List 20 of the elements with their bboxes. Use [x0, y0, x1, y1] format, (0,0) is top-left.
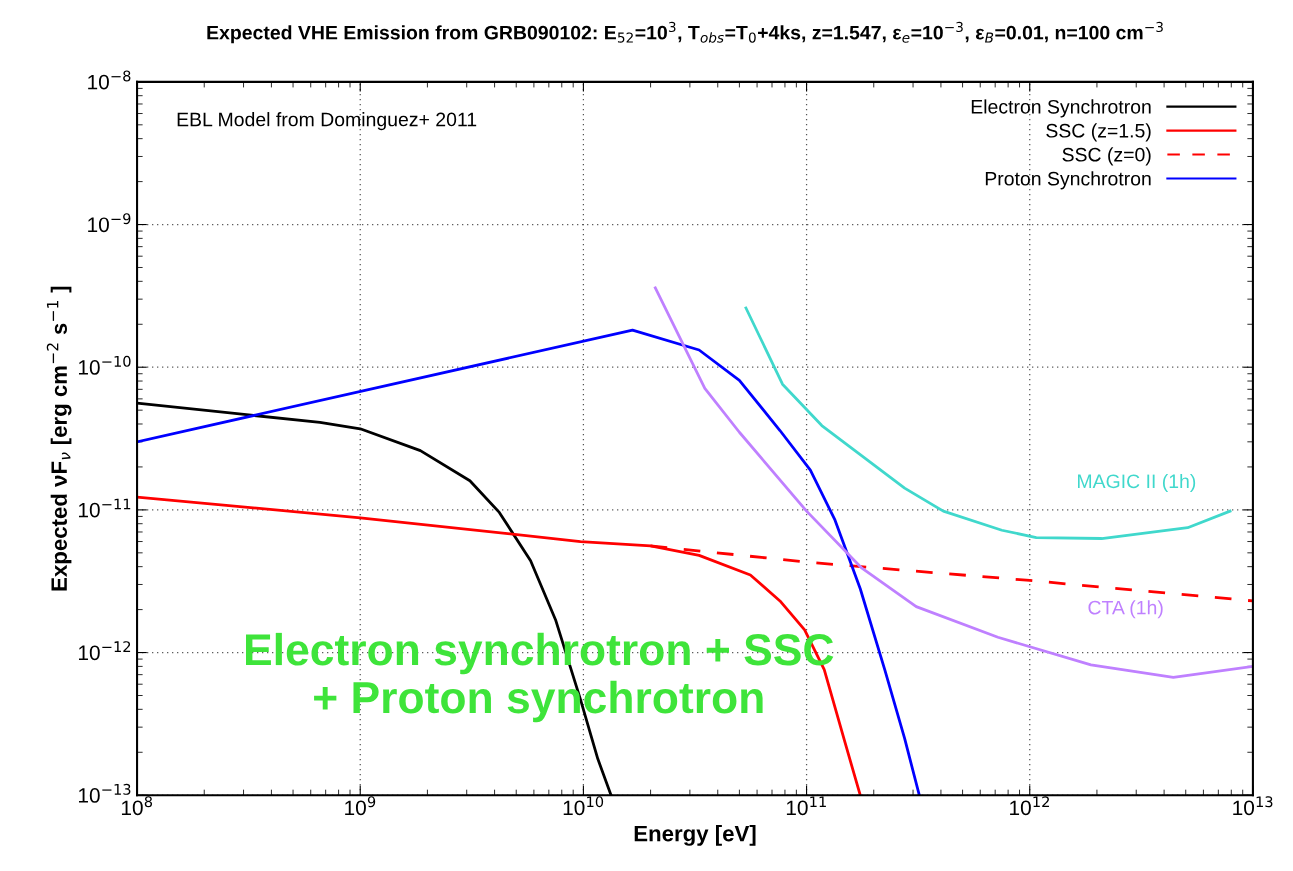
- x-tick-label: 10$^{13}$: [1233, 796, 1273, 816]
- annotation: EBL Model from Dominguez+ 2011: [177, 112, 477, 131]
- text: CTA (1h): [1088, 600, 1163, 619]
- x-tick-label: 10$^{10}$: [563, 796, 604, 816]
- legend-label: Electron Synchrotron: [971, 99, 1151, 118]
- legend-label: Proton Synchrotron: [985, 171, 1151, 190]
- x-axis-title: Energy [eV]: [634, 825, 756, 846]
- y-tick-label: 10$^{−8}$: [88, 70, 131, 90]
- y-tick-label: 10$^{−12}$: [78, 641, 131, 661]
- series-label: MAGIC II (1h): [1078, 473, 1196, 493]
- y-tick-label: 10$^{−9}$: [88, 213, 131, 233]
- legend-label: SSC (z=1.5): [1046, 123, 1151, 142]
- y-tick-label: 10$^{−10}$: [78, 355, 131, 375]
- x-tick-label: 10$^{12}$: [1010, 796, 1049, 816]
- chart-title: Expected VHE Emission from GRB090102: E$_{52}$=10$^{3}$, T$_{obs}$=T$_{0}$+4ks, z=1.547, ε$_{e}$=10$^{−3}$, ε$_{B}$=0.01, n=100 cm$^{−3}$: [207, 21, 1163, 44]
- y-tick-label: 10$^{−11}$: [78, 498, 131, 518]
- legend-label: SSC (z=0): [1062, 147, 1151, 166]
- x-tick-label: 10$^{9}$: [345, 796, 376, 816]
- x-tick-label: 10$^{11}$: [786, 796, 826, 816]
- y-axis-title: Expected νF$_{ν}$ [erg cm$^{−2}$ s$^{−1}$ ]: [46, 286, 72, 591]
